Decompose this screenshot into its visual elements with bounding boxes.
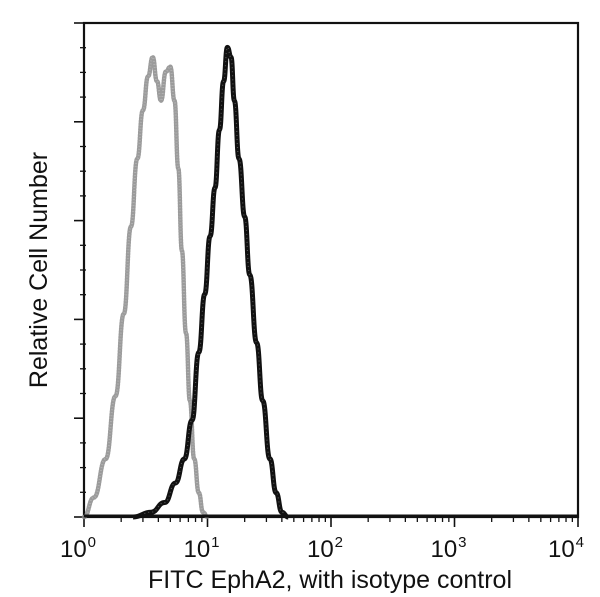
x-tick-label: 103 bbox=[430, 534, 466, 563]
epha2-curve bbox=[132, 44, 289, 520]
x-axis-title: FITC EphA2, with isotype control bbox=[148, 566, 512, 594]
x-tick-label: 100 bbox=[60, 534, 96, 563]
x-tick-label: 104 bbox=[548, 534, 584, 563]
isotype-control-curve bbox=[81, 54, 210, 520]
x-axis-tick-labels: 100 101 102 103 104 bbox=[60, 534, 584, 563]
x-tick-label: 101 bbox=[183, 534, 219, 563]
x-tick-label: 102 bbox=[307, 534, 343, 563]
y-axis-title: Relative Cell Number bbox=[25, 152, 53, 388]
series-layer bbox=[81, 44, 578, 520]
y-axis-ticks bbox=[74, 22, 86, 518]
epha2-curve-texture bbox=[133, 46, 289, 518]
